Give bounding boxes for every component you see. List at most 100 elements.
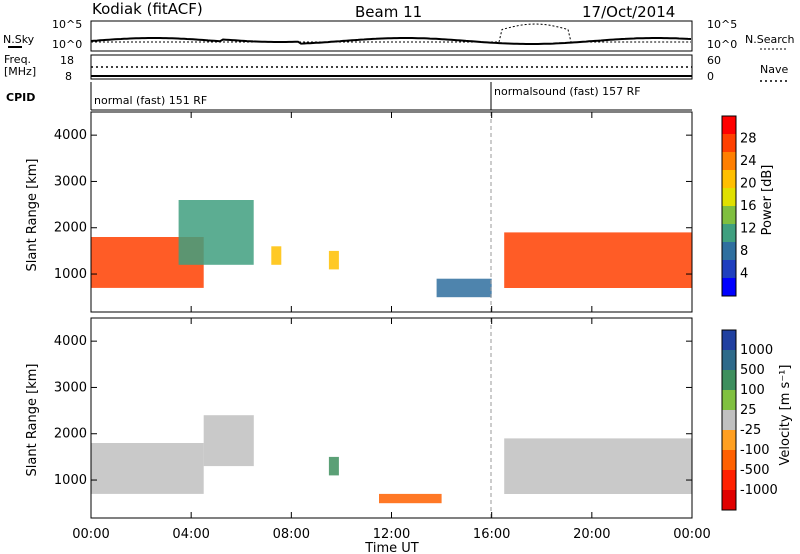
velocity-colorbar-swatch-7	[722, 470, 736, 491]
power-ytick-label-0: 4000	[54, 128, 87, 143]
cpid-label: CPID	[6, 91, 35, 104]
power-y-label: Slant Range [km]	[25, 159, 40, 272]
nsearch-label: N.Search	[745, 33, 795, 46]
x-tick-label-4: 16:00	[473, 527, 510, 542]
time-x-axis: 00:00 04:00 08:00 12:00 16:00 20:00 00:00	[72, 527, 710, 542]
power-colorbar-tick-2: 20	[740, 177, 757, 192]
power-colorbar-swatch-4	[722, 188, 736, 207]
velocity-colorbar-swatch-0	[722, 330, 736, 351]
velocity-region-4	[504, 438, 692, 494]
velocity-colorbar-tick-3: 25	[740, 403, 757, 418]
velocity-colorbar-tick-5: -100	[740, 443, 770, 458]
x-tick-label-3: 12:00	[373, 527, 410, 542]
nsky-tick-bottom: 10^0	[52, 38, 82, 51]
nave-tick-top: 60	[707, 54, 721, 67]
nsearch-tick-top: 10^5	[707, 18, 737, 31]
velocity-colorbar-swatch-3	[722, 390, 736, 411]
velocity-y-axis: 4000 3000 2000 1000	[54, 318, 693, 518]
velocity-colorbar-label: Velocity [m s⁻¹]	[778, 365, 793, 466]
nsky-tick-top: 10^5	[52, 18, 82, 31]
velocity-region-1	[203, 415, 254, 467]
velocity-colorbar-tick-4: -25	[740, 423, 761, 438]
velocity-colorbar-frame	[721, 329, 737, 511]
x-tick-label-5: 20:00	[573, 527, 610, 542]
velocity-colorbar-tick-1: 500	[740, 363, 765, 378]
power-colorbar-tick-3: 16	[740, 199, 757, 214]
velocity-region-0	[91, 443, 204, 494]
nsky-panel: N.Sky 10^5 10^0 10^5 10^0 N.Search	[3, 18, 795, 52]
power-colorbar-swatch-6	[722, 224, 736, 243]
nsearch-trace	[91, 23, 691, 43]
power-colorbar-swatch-8	[722, 260, 736, 279]
x-tick-label-0: 00:00	[72, 527, 109, 542]
power-region-1	[178, 200, 254, 265]
power-colorbar-tick-6: 4	[740, 267, 748, 282]
power-y-axis: 4000 3000 2000 1000	[54, 112, 693, 312]
velocity-region-2	[328, 456, 339, 476]
velocity-colorbar-swatch-2	[722, 370, 736, 391]
freq-label-1: Freq.	[4, 53, 31, 66]
power-region-4	[436, 278, 492, 298]
power-ytick-label-2: 2000	[54, 221, 87, 236]
velocity-region-3	[379, 493, 442, 504]
velocity-colorbar-swatch-4	[722, 410, 736, 431]
velocity-ytick-label-0: 4000	[54, 334, 87, 349]
power-colorbar-swatch-0	[722, 116, 736, 135]
power-colorbar-tick-5: 8	[740, 244, 748, 259]
freq-panel: Freq. [MHz] 18 8 60 0 Nave	[4, 53, 788, 83]
power-colorbar-tick-1: 24	[740, 154, 757, 169]
velocity-colorbar-swatch-1	[722, 350, 736, 371]
power-colorbar-swatch-9	[722, 278, 736, 297]
freq-label-2: [MHz]	[4, 65, 36, 78]
velocity-colorbar-swatch-8	[722, 490, 736, 511]
nave-label: Nave	[760, 63, 788, 76]
velocity-colorbar-swatch-5	[722, 430, 736, 451]
power-data-layer	[91, 200, 692, 298]
power-region-5	[504, 232, 692, 288]
cpid-mode-2: normalsound (fast) 157 RF	[494, 85, 641, 98]
nsky-frame	[90, 20, 693, 52]
velocity-colorbar-swatch-6	[722, 450, 736, 471]
power-colorbar-tick-0: 28	[740, 132, 757, 147]
velocity-ytick-label-2: 2000	[54, 427, 87, 442]
power-colorbar-frame	[721, 115, 737, 297]
velocity-colorbar-tick-2: 100	[740, 383, 765, 398]
velocity-data-layer	[91, 415, 692, 504]
power-panel: 4000 3000 2000 1000 Slant Range [km]	[25, 111, 693, 313]
power-colorbar: Power [dB] 28 24 20 16 12 8 4	[721, 115, 775, 297]
power-colorbar-swatch-1	[722, 134, 736, 153]
station-title: Kodiak (fitACF)	[92, 0, 203, 18]
nsky-label: N.Sky	[3, 33, 35, 46]
cpid-panel: CPID normal (fast) 151 RF normalsound (f…	[6, 82, 692, 111]
nave-tick-bottom: 0	[707, 70, 714, 83]
x-tick-label-1: 04:00	[172, 527, 209, 542]
x-axis-label: Time UT	[364, 541, 418, 554]
power-colorbar-swatch-3	[722, 170, 736, 189]
velocity-colorbar-tick-6: -500	[740, 463, 770, 478]
power-colorbar-swatch-5	[722, 206, 736, 225]
freq-tick-bottom: 8	[65, 70, 72, 83]
power-colorbar-swatch-7	[722, 242, 736, 261]
power-ytick-label-3: 1000	[54, 267, 87, 282]
power-colorbar-swatch-2	[722, 152, 736, 171]
velocity-ytick-label-3: 1000	[54, 473, 87, 488]
cpid-mode-1: normal (fast) 151 RF	[94, 94, 207, 107]
date-title: 17/Oct/2014	[582, 3, 675, 21]
velocity-colorbar-tick-0: 1000	[740, 343, 773, 358]
beam-title: Beam 11	[355, 3, 422, 21]
x-tick-label-2: 08:00	[273, 527, 310, 542]
freq-tick-top: 18	[60, 54, 74, 67]
velocity-colorbar: Velocity [m s⁻¹] 1000 500 100 25 -25 -100 -500…	[721, 329, 793, 511]
velocity-colorbar-tick-7: -1000	[740, 483, 778, 498]
velocity-ytick-label-1: 3000	[54, 380, 87, 395]
power-colorbar-label: Power [dB]	[760, 165, 775, 236]
x-tick-label-6: 00:00	[673, 527, 710, 542]
power-colorbar-tick-4: 12	[740, 222, 757, 237]
power-region-3	[328, 250, 339, 270]
nsky-trace	[90, 37, 692, 45]
nsearch-tick-bottom: 10^0	[707, 38, 737, 51]
power-ytick-label-1: 3000	[54, 174, 87, 189]
power-region-2	[271, 246, 282, 265]
velocity-y-label: Slant Range [km]	[25, 364, 40, 477]
